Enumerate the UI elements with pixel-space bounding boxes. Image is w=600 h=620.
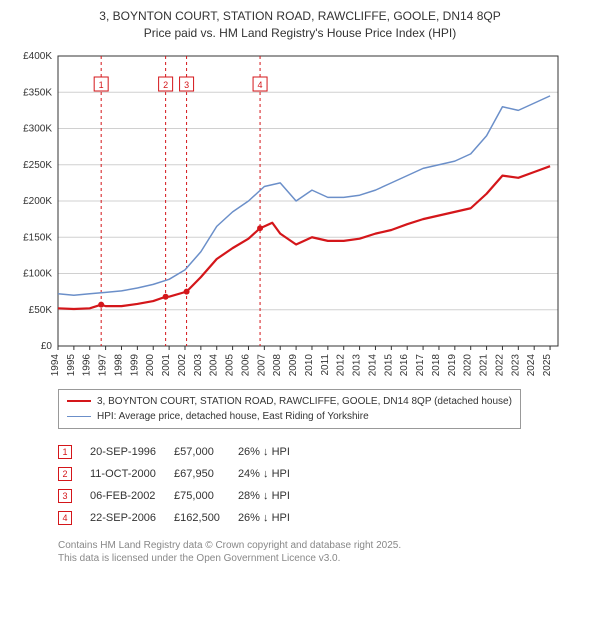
sale-marker-icon: 2 <box>58 467 72 481</box>
svg-text:£300K: £300K <box>23 123 52 134</box>
sale-delta: 24% ↓ HPI <box>238 463 308 485</box>
svg-text:2021: 2021 <box>479 353 490 376</box>
svg-text:£0: £0 <box>41 341 53 352</box>
svg-text:2011: 2011 <box>320 353 331 375</box>
svg-text:1994: 1994 <box>50 353 61 376</box>
svg-text:2016: 2016 <box>399 353 410 376</box>
svg-text:2003: 2003 <box>193 353 204 376</box>
footer-line-2: This data is licensed under the Open Gov… <box>58 552 590 565</box>
svg-text:2008: 2008 <box>272 353 283 376</box>
legend-label: 3, BOYNTON COURT, STATION ROAD, RAWCLIFF… <box>97 394 512 409</box>
svg-text:2000: 2000 <box>145 353 156 376</box>
svg-text:2006: 2006 <box>240 353 251 376</box>
svg-text:2010: 2010 <box>304 353 315 376</box>
svg-text:2020: 2020 <box>463 353 474 376</box>
table-row: 1 20-SEP-1996£57,00026% ↓ HPI <box>58 441 308 463</box>
svg-text:2004: 2004 <box>209 353 220 376</box>
svg-text:£150K: £150K <box>23 232 52 243</box>
svg-text:2019: 2019 <box>447 353 458 376</box>
sale-delta: 28% ↓ HPI <box>238 485 308 507</box>
sale-price: £75,000 <box>174 485 238 507</box>
svg-text:£100K: £100K <box>23 268 52 279</box>
svg-text:4: 4 <box>258 80 263 90</box>
sale-delta: 26% ↓ HPI <box>238 507 308 529</box>
svg-text:2018: 2018 <box>431 353 442 376</box>
table-row: 2 11-OCT-2000£67,95024% ↓ HPI <box>58 463 308 485</box>
svg-text:2009: 2009 <box>288 353 299 376</box>
footer-line-1: Contains HM Land Registry data © Crown c… <box>58 539 590 552</box>
sale-date: 11-OCT-2000 <box>90 463 174 485</box>
svg-text:2013: 2013 <box>352 353 363 376</box>
svg-text:2017: 2017 <box>415 353 426 376</box>
svg-text:1997: 1997 <box>98 353 109 376</box>
sales-table: 120-SEP-1996£57,00026% ↓ HPI211-OCT-2000… <box>58 441 308 529</box>
legend-swatch <box>67 400 91 402</box>
page-root: 3, BOYNTON COURT, STATION ROAD, RAWCLIFF… <box>0 0 600 575</box>
legend: 3, BOYNTON COURT, STATION ROAD, RAWCLIFF… <box>58 389 521 429</box>
sale-marker-icon: 3 <box>58 489 72 503</box>
svg-text:1999: 1999 <box>129 353 140 376</box>
svg-text:1: 1 <box>99 80 104 90</box>
svg-text:3: 3 <box>184 80 189 90</box>
svg-text:£400K: £400K <box>23 51 52 62</box>
sale-price: £57,000 <box>174 441 238 463</box>
line-chart-svg: £0 £50K £100K £150K £200K £250K £300K £350K £400… <box>10 48 570 378</box>
svg-text:2007: 2007 <box>256 353 267 376</box>
legend-swatch <box>67 416 91 417</box>
table-row: 3 06-FEB-2002£75,00028% ↓ HPI <box>58 485 308 507</box>
svg-text:2015: 2015 <box>383 353 394 376</box>
svg-text:2001: 2001 <box>161 353 172 376</box>
svg-text:2: 2 <box>163 80 168 90</box>
svg-text:2024: 2024 <box>526 353 537 376</box>
sale-date: 20-SEP-1996 <box>90 441 174 463</box>
attribution-footer: Contains HM Land Registry data © Crown c… <box>58 539 590 565</box>
sale-marker-icon: 1 <box>58 445 72 459</box>
svg-text:2014: 2014 <box>367 353 378 376</box>
svg-text:1995: 1995 <box>66 353 77 376</box>
title-line-2: Price paid vs. HM Land Registry's House … <box>10 25 590 42</box>
sale-date: 06-FEB-2002 <box>90 485 174 507</box>
sale-delta: 26% ↓ HPI <box>238 441 308 463</box>
title-line-1: 3, BOYNTON COURT, STATION ROAD, RAWCLIFF… <box>10 8 590 25</box>
svg-text:2005: 2005 <box>225 353 236 376</box>
legend-row: HPI: Average price, detached house, East… <box>67 409 512 424</box>
sale-price: £162,500 <box>174 507 238 529</box>
svg-text:2025: 2025 <box>542 353 553 376</box>
svg-text:£200K: £200K <box>23 196 52 207</box>
svg-text:1996: 1996 <box>82 353 93 376</box>
chart-area: £0 £50K £100K £150K £200K £250K £300K £350K £400… <box>10 48 590 383</box>
svg-text:£50K: £50K <box>29 304 53 315</box>
legend-row: 3, BOYNTON COURT, STATION ROAD, RAWCLIFF… <box>67 394 512 409</box>
table-row: 4 22-SEP-2006£162,50026% ↓ HPI <box>58 507 308 529</box>
svg-text:£250K: £250K <box>23 159 52 170</box>
svg-text:1998: 1998 <box>113 353 124 376</box>
svg-text:2023: 2023 <box>510 353 521 376</box>
svg-text:2002: 2002 <box>177 353 188 376</box>
sale-marker-icon: 4 <box>58 511 72 525</box>
chart-title: 3, BOYNTON COURT, STATION ROAD, RAWCLIFF… <box>10 8 590 42</box>
svg-text:£350K: £350K <box>23 87 52 98</box>
sale-price: £67,950 <box>174 463 238 485</box>
sale-date: 22-SEP-2006 <box>90 507 174 529</box>
svg-text:2012: 2012 <box>336 353 347 376</box>
legend-label: HPI: Average price, detached house, East… <box>97 409 369 424</box>
svg-text:2022: 2022 <box>494 353 505 376</box>
